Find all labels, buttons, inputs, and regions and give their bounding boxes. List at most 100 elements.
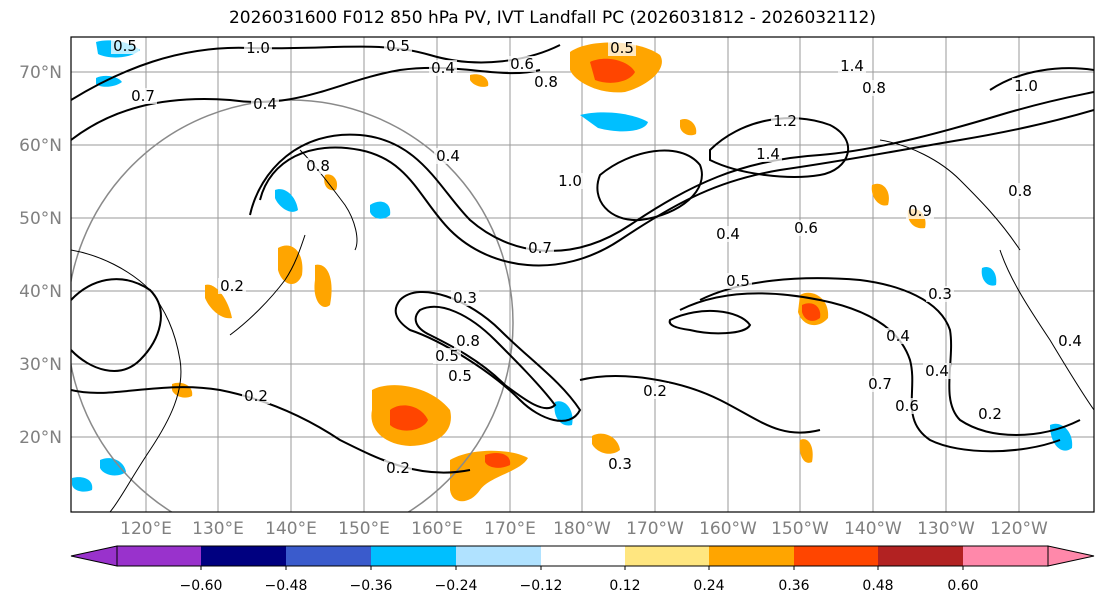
contour-label: 1.4 (840, 57, 864, 75)
contour-label: 0.8 (534, 73, 558, 91)
contour-label-bg (1012, 78, 1040, 94)
contour-label: 0.3 (453, 289, 477, 307)
lon-label: 170°W (626, 519, 684, 539)
contour-line (249, 91, 1094, 252)
contour-label: 0.9 (908, 202, 932, 220)
contour-label-bg (714, 226, 742, 242)
contour-label-bg (838, 58, 866, 74)
contour-label-bg (771, 113, 799, 129)
contour-label: 0.7 (528, 239, 552, 257)
contour-label-bg (451, 290, 479, 306)
pv-fill-positive (799, 439, 813, 463)
contour-label-bg (218, 278, 246, 294)
coastline-asia (71, 249, 182, 512)
contour-label: 0.2 (386, 459, 410, 477)
contour-label: 0.5 (113, 37, 137, 55)
pv-fill-positive (470, 74, 489, 87)
contour-label: 1.0 (1014, 77, 1038, 95)
colorbar-tick-labels: −0.60 −0.48 −0.36 −0.24 −0.12 0.12 0.24 0.36 0.4… (180, 566, 979, 594)
contour-label-bg (792, 220, 820, 236)
colorbar-tick-label: 0.48 (862, 578, 893, 594)
contour-label-bg (724, 273, 752, 289)
chart-title: 2026031600 F012 850 hPa PV, IVT Landfall… (228, 8, 876, 28)
contour-label-bg (1006, 183, 1034, 199)
contour-label: 0.8 (862, 79, 886, 97)
longitude-labels: 120°E 130°E 140°E 150°E 160°E 170°E 180°W 170°W… (120, 519, 1048, 539)
contour-label: 1.4 (756, 145, 780, 163)
contour-label-bg (606, 456, 634, 472)
contour-line (668, 309, 752, 335)
contour-label-bg (860, 80, 888, 96)
pv-fill-positive (390, 405, 428, 431)
contour-label-bg (532, 74, 560, 90)
pv-fill-positive (802, 303, 821, 321)
contour-label: 0.2 (978, 405, 1002, 423)
colorbar-segment (201, 546, 286, 566)
contour-label-bg (454, 333, 482, 349)
contour-label-bg (526, 240, 554, 256)
colorbar-tick-label: −0.24 (435, 578, 478, 594)
contour-label: 0.8 (306, 157, 330, 175)
pv-fill-negative (100, 458, 126, 476)
contour-label: 0.3 (928, 285, 952, 303)
contour-label-bg (434, 148, 462, 164)
contour-label: 0.5 (726, 272, 750, 290)
lat-label: 60°N (19, 136, 62, 156)
contour-labels: 0.5 1.0 0.50.4 0.60.80.41.40.8 1.00.70.40.80… (111, 37, 1084, 477)
contour-label-bg (251, 96, 279, 112)
pv-contours (71, 44, 1094, 474)
contour-label: 0.5 (386, 37, 410, 55)
contour-label-bg (923, 363, 951, 379)
lon-label: 160°W (699, 519, 757, 539)
contour-line (579, 375, 821, 434)
coastline-japan (229, 234, 306, 336)
contour-label: 0.4 (886, 327, 910, 345)
contour-label-bg (384, 460, 412, 476)
colorbar-segment (878, 546, 963, 566)
pv-fill-positive (592, 433, 620, 454)
contour-label-bg (608, 40, 636, 56)
latitude-labels: 70°N 60°N 50°N 40°N 30°N 20°N (19, 63, 62, 448)
contour-label-bg (906, 203, 934, 219)
lon-label: 130°E (192, 519, 244, 539)
contour-label-bg (111, 38, 139, 54)
lat-label: 20°N (19, 428, 62, 448)
contour-line (259, 109, 1094, 267)
colorbar-outline (116, 545, 1049, 567)
contour-label: 1.0 (246, 39, 270, 57)
colorbar (70, 545, 1095, 567)
colorbar-segment (963, 546, 1048, 566)
contour-label-bg (976, 406, 1004, 422)
colorbar-segment (117, 546, 201, 566)
lon-label: 140°W (844, 519, 902, 539)
lon-label: 120°E (120, 519, 172, 539)
pv-fill-negative (72, 477, 93, 492)
colorbar-segment (541, 546, 625, 566)
contour-line (989, 67, 1094, 91)
contour-label-bg (446, 368, 474, 384)
colorbar-tick-label: −0.12 (520, 578, 563, 594)
contour-label: 0.3 (608, 455, 632, 473)
contour-label: 0.7 (131, 87, 155, 105)
colorbar-tick-label: 0.12 (609, 578, 640, 594)
contour-label: 0.2 (220, 277, 244, 295)
contour-label: 0.4 (436, 147, 460, 165)
contour-label: 0.2 (244, 387, 268, 405)
colorbar-segment (456, 546, 541, 566)
contour-label-bg (926, 286, 954, 302)
pv-fill-positive (278, 245, 303, 285)
contour-label-bg (1056, 333, 1084, 349)
lat-label: 70°N (19, 63, 62, 83)
contour-line (71, 278, 162, 372)
pv-fill-negative (370, 201, 391, 219)
contour-label-bg (893, 398, 921, 414)
colorbar-tick-label: 0.36 (778, 578, 809, 594)
colorbar-segment (371, 546, 456, 566)
colorbar-segment (625, 546, 709, 566)
contour-label: 0.4 (716, 225, 740, 243)
pv-fill-positive (485, 453, 511, 468)
contour-label: 1.0 (558, 172, 582, 190)
colorbar-extend-low (70, 545, 118, 567)
contour-line (71, 66, 541, 141)
contour-label: 0.4 (431, 59, 455, 77)
